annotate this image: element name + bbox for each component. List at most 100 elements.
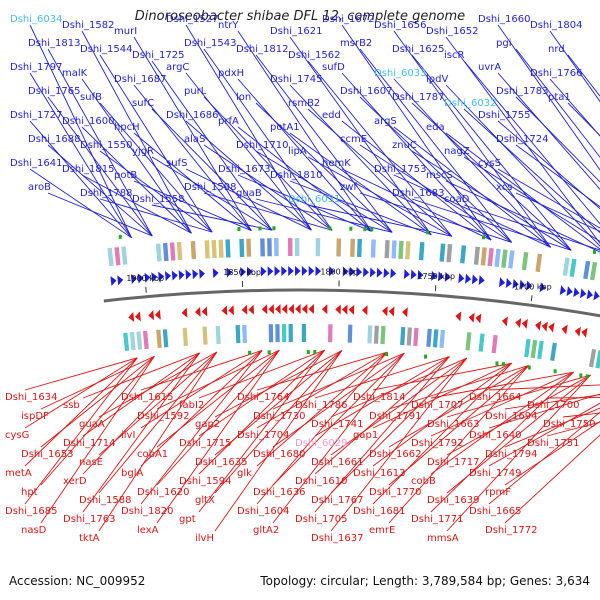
leader-line <box>567 102 600 137</box>
reverse-gene-label: mmsA <box>427 533 459 544</box>
leader-line <box>151 108 273 231</box>
leader-line <box>47 48 153 237</box>
reverse-gene-arrow <box>308 304 315 315</box>
reverse-cog-box <box>328 324 333 343</box>
leader-line <box>430 371 574 437</box>
forward-gene-arrow <box>144 272 151 283</box>
forward-gene-label: Dshi_1687 <box>114 74 166 85</box>
reverse-cog-box <box>373 325 379 344</box>
scale-tick-label: 1750 kbp <box>417 272 455 281</box>
reverse-gene-label: Dshi_1717 <box>427 457 479 468</box>
forward-gene-arrow <box>519 279 526 290</box>
forward-gene-arrow <box>356 266 363 277</box>
forward-gene-label: ccmE <box>340 134 367 145</box>
reverse-gene-arrow <box>275 304 281 315</box>
reverse-gene-label: Dshi_1700 <box>527 400 579 411</box>
forward-gene-label: Dshi_1598 <box>184 182 236 193</box>
leader-line <box>256 351 388 391</box>
forward-gene-arrow <box>573 287 580 298</box>
forward-cog-box <box>501 249 508 268</box>
leader-line <box>156 349 280 410</box>
reverse-gene-label: Dshi_1749 <box>469 468 521 479</box>
forward-gene-arrow <box>478 275 485 286</box>
leader-line <box>272 352 405 524</box>
rna-marker <box>426 230 430 235</box>
forward-gene-arrow <box>437 271 444 282</box>
leader-line <box>388 365 530 524</box>
leader-line <box>515 48 600 158</box>
leader-line <box>82 352 200 437</box>
leader-line <box>185 72 312 231</box>
map-title: Dinoroseobacter shibae DFL 12, complete … <box>134 9 466 24</box>
forward-gene-arrow <box>342 266 349 277</box>
leader-line <box>515 192 600 232</box>
forward-gene-label: Dshi_1550 <box>80 140 132 151</box>
reverse-gene-label: cobB <box>411 476 436 487</box>
forward-gene-label: sufC <box>132 98 154 109</box>
forward-cog-box <box>562 257 570 276</box>
forward-gene-arrow <box>288 266 294 277</box>
forward-gene-label: hpcH <box>114 122 140 133</box>
forward-gene-arrow <box>192 269 199 280</box>
reverse-cog-box <box>537 340 544 360</box>
forward-gene-label: sufS <box>166 158 187 169</box>
forward-gene-label: Dshi_1753 <box>374 164 426 175</box>
reverse-gene-label: Dshi_1635 <box>195 457 247 468</box>
reverse-gene-label: Dshi_1681 <box>353 506 405 517</box>
forward-gene-arrow <box>431 270 438 281</box>
reverse-gene-label: Dshi_1707 <box>411 400 463 411</box>
forward-cog-box <box>446 244 453 263</box>
reverse-cog-box <box>439 329 446 349</box>
forward-cog-box <box>487 247 494 267</box>
forward-gene-label: guaB <box>236 188 262 199</box>
leader-line <box>388 365 529 448</box>
reverse-gene-label: rpmF <box>485 487 511 498</box>
forward-gene-label: Dshi_1683 <box>392 188 444 199</box>
forward-cog-box <box>121 246 128 265</box>
forward-gene-label: Dshi_1745 <box>270 74 322 85</box>
leader-line <box>140 350 263 505</box>
rna-marker <box>313 350 317 355</box>
leader-line <box>388 365 529 410</box>
forward-gene-label: murI <box>114 26 137 37</box>
rna-marker <box>237 227 241 232</box>
leader-line <box>497 168 600 229</box>
forward-cog-box <box>508 250 515 269</box>
leader-line <box>255 198 393 233</box>
forward-gene-label: Dshi_6031 <box>288 194 340 205</box>
reverse-gene-label: gap1 <box>353 430 378 441</box>
scale-tick-label: 1900 kbp <box>126 274 164 283</box>
leader-line <box>393 78 551 248</box>
reverse-gene-label: Dshi_1653 <box>21 449 73 460</box>
forward-cog-box <box>315 238 321 257</box>
forward-cog-box <box>521 251 529 271</box>
reverse-gene-label: Dshi_1615 <box>121 392 173 403</box>
leader-line <box>341 24 492 241</box>
leader-line <box>488 393 600 429</box>
forward-cog-box <box>398 240 404 259</box>
reverse-gene-label: lexA <box>137 525 159 536</box>
leader-line <box>24 357 138 391</box>
leader-line <box>372 362 512 467</box>
reverse-gene-label: xerD <box>63 476 87 487</box>
forward-cog-box <box>350 238 356 257</box>
forward-gene-arrow <box>164 271 171 282</box>
leader-line <box>307 156 453 237</box>
reverse-gene-label: Dshi_1792 <box>411 438 463 449</box>
forward-gene-label: Dshi_1810 <box>270 170 322 181</box>
forward-gene-label: Dshi_1783 <box>496 86 548 97</box>
reverse-gene-arrow <box>154 309 161 320</box>
reverse-gene-arrow <box>402 307 408 318</box>
reverse-gene-label: cysG <box>5 430 29 441</box>
forward-gene-arrow <box>212 268 219 279</box>
forward-gene-label: Dshi_1582 <box>62 20 114 31</box>
forward-gene-label: Dshi_1797 <box>10 62 62 73</box>
leader-line <box>567 54 600 97</box>
leader-line <box>330 357 467 418</box>
forward-gene-arrow <box>315 266 322 277</box>
leader-line <box>445 132 600 250</box>
forward-cog-box <box>418 241 425 261</box>
leader-line <box>99 54 213 233</box>
forward-gene-label: potA1 <box>270 122 300 133</box>
forward-gene-label: lpdV <box>426 74 448 85</box>
